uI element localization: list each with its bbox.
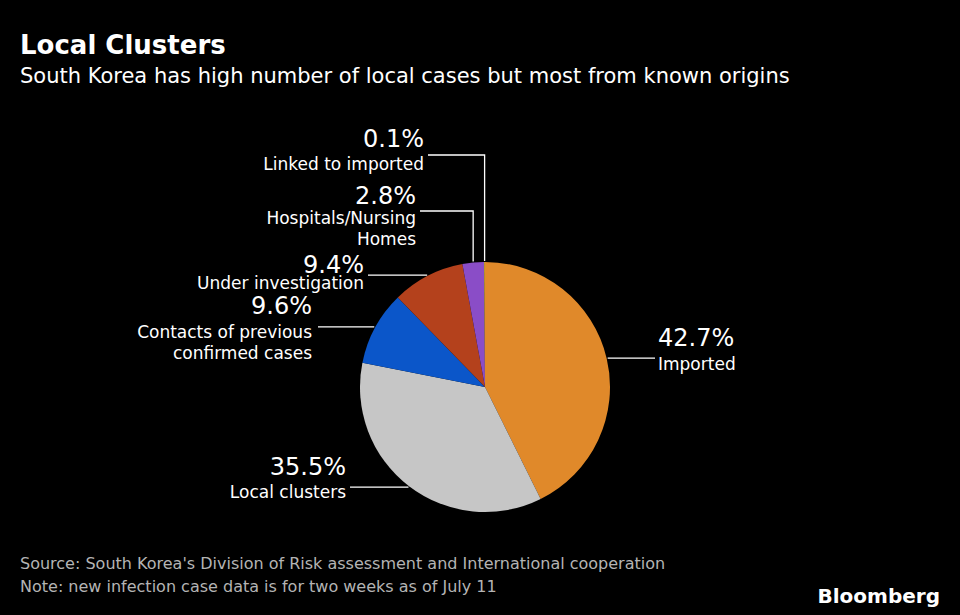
html-text:Source: South Korea's Division: Source: South Korea's Division of Risk a… — [20, 554, 666, 573]
svg-text:2.8%: 2.8% — [355, 182, 416, 210]
svg-text:confirmed cases: confirmed cases — [173, 343, 312, 363]
svg-text:35.5%: 35.5% — [270, 453, 346, 481]
html-text:Local Clusters: Local Clusters — [20, 30, 226, 60]
svg-text:Imported: Imported — [658, 354, 736, 374]
svg-text:42.7%: 42.7% — [658, 324, 734, 352]
svg-text:9.6%: 9.6% — [251, 292, 312, 320]
html-text:South Korea has high number of: South Korea has high number of local cas… — [20, 64, 790, 88]
svg-text:9.4%: 9.4% — [303, 251, 364, 279]
svg-text:Under investigation: Under investigation — [197, 273, 364, 293]
svg-text:Hospitals/Nursing: Hospitals/Nursing — [266, 208, 416, 228]
svg-text:0.1%: 0.1% — [363, 125, 424, 153]
svg-text:Local clusters: Local clusters — [230, 482, 346, 502]
svg-text:Contacts of previous: Contacts of previous — [137, 322, 312, 342]
svg-text:Homes: Homes — [357, 229, 416, 249]
svg-text:Linked to imported: Linked to imported — [263, 154, 424, 174]
html-text:Note: new infection case data: Note: new infection case data is for two… — [20, 577, 497, 596]
html-text:Bloomberg: Bloomberg — [817, 584, 940, 608]
